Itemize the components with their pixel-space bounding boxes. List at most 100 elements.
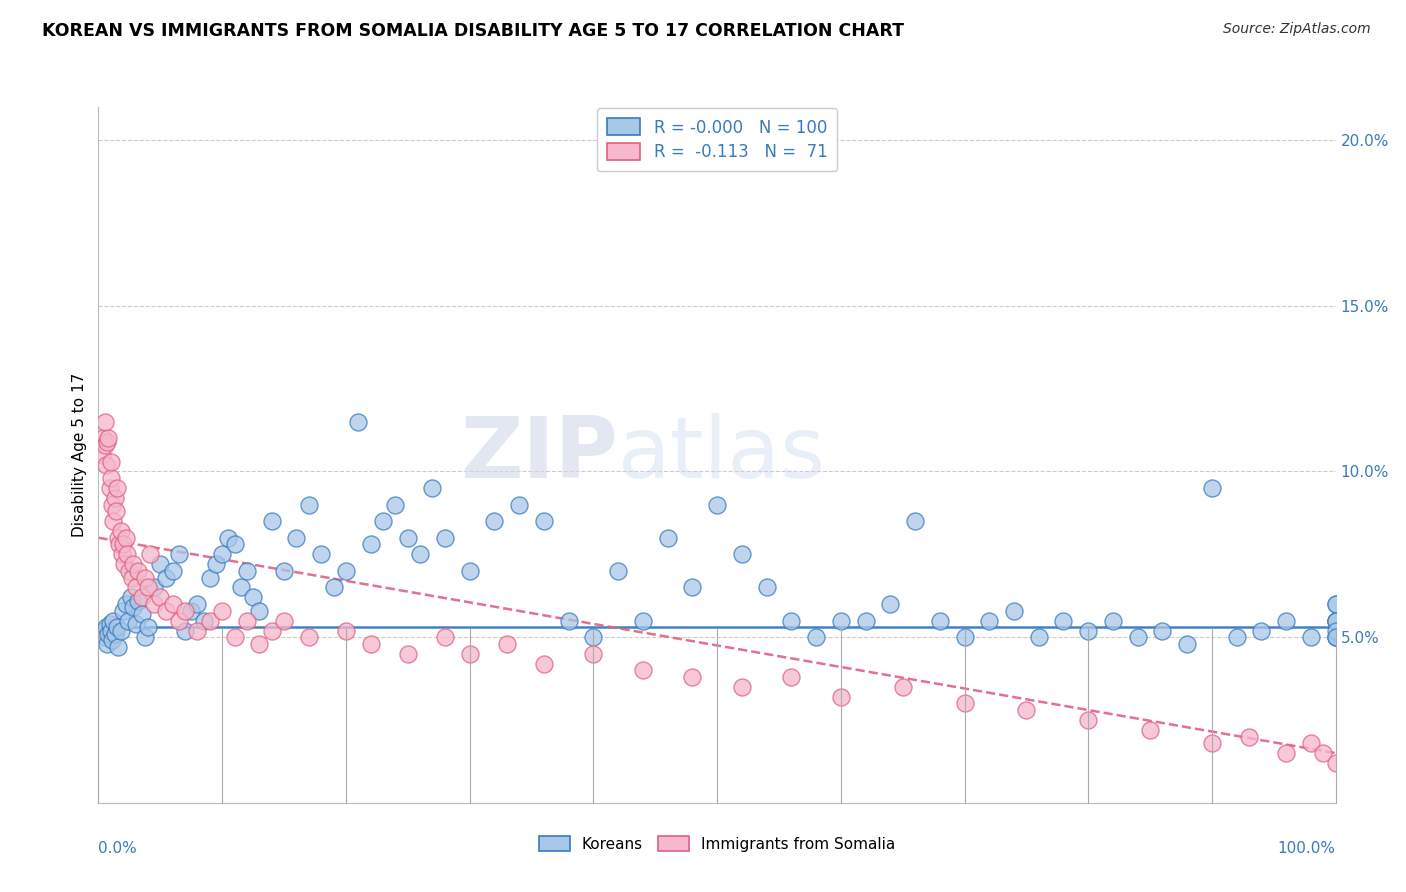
Point — [103, 614, 125, 628]
Point — [681, 581, 703, 595]
Point — [607, 564, 630, 578]
Point — [180, 604, 202, 618]
Point — [1250, 624, 1272, 638]
Point — [458, 564, 481, 578]
Point — [174, 604, 197, 618]
Point — [273, 564, 295, 578]
Point — [731, 547, 754, 561]
Point — [121, 570, 143, 584]
Point — [1152, 624, 1174, 638]
Point — [131, 607, 153, 621]
Point — [198, 614, 221, 628]
Point — [236, 564, 259, 578]
Y-axis label: Disability Age 5 to 17: Disability Age 5 to 17 — [72, 373, 87, 537]
Text: 0.0%: 0.0% — [98, 841, 138, 856]
Point — [360, 637, 382, 651]
Point — [1002, 604, 1025, 618]
Point — [110, 624, 132, 638]
Point — [484, 514, 506, 528]
Point — [96, 434, 118, 449]
Text: 100.0%: 100.0% — [1278, 841, 1336, 856]
Point — [1324, 597, 1347, 611]
Point — [891, 680, 914, 694]
Point — [347, 415, 370, 429]
Point — [1324, 597, 1347, 611]
Point — [134, 630, 156, 644]
Point — [205, 558, 228, 572]
Point — [193, 614, 215, 628]
Point — [94, 458, 117, 472]
Point — [433, 531, 456, 545]
Point — [855, 614, 877, 628]
Point — [112, 604, 135, 618]
Point — [360, 537, 382, 551]
Point — [105, 481, 128, 495]
Point — [117, 614, 139, 628]
Point — [1052, 614, 1074, 628]
Point — [112, 558, 135, 572]
Point — [706, 498, 728, 512]
Point — [247, 604, 270, 618]
Point — [229, 581, 252, 595]
Point — [96, 637, 118, 651]
Point — [1299, 736, 1322, 750]
Point — [273, 614, 295, 628]
Point — [115, 547, 138, 561]
Point — [98, 481, 121, 495]
Text: atlas: atlas — [619, 413, 827, 497]
Point — [1102, 614, 1125, 628]
Point — [731, 680, 754, 694]
Point — [108, 537, 131, 551]
Point — [97, 431, 120, 445]
Point — [830, 614, 852, 628]
Point — [155, 570, 177, 584]
Point — [396, 531, 419, 545]
Point — [98, 616, 121, 631]
Point — [260, 624, 283, 638]
Point — [879, 597, 901, 611]
Point — [131, 591, 153, 605]
Point — [122, 600, 145, 615]
Point — [1324, 624, 1347, 638]
Text: KOREAN VS IMMIGRANTS FROM SOMALIA DISABILITY AGE 5 TO 17 CORRELATION CHART: KOREAN VS IMMIGRANTS FROM SOMALIA DISABI… — [42, 22, 904, 40]
Point — [631, 663, 654, 677]
Point — [167, 547, 190, 561]
Point — [120, 591, 142, 605]
Point — [114, 531, 136, 545]
Point — [93, 431, 115, 445]
Point — [224, 630, 246, 644]
Point — [1201, 736, 1223, 750]
Point — [105, 620, 128, 634]
Point — [1324, 614, 1347, 628]
Point — [309, 547, 332, 561]
Point — [107, 531, 129, 545]
Point — [101, 498, 124, 512]
Point — [111, 547, 134, 561]
Point — [149, 558, 172, 572]
Point — [186, 597, 208, 611]
Point — [508, 498, 530, 512]
Point — [533, 657, 555, 671]
Point — [1299, 630, 1322, 644]
Point — [104, 504, 127, 518]
Text: ZIP: ZIP — [460, 413, 619, 497]
Point — [1324, 756, 1347, 770]
Point — [1028, 630, 1050, 644]
Point — [422, 481, 444, 495]
Point — [162, 597, 184, 611]
Point — [247, 637, 270, 651]
Point — [91, 448, 114, 462]
Point — [533, 514, 555, 528]
Point — [143, 581, 166, 595]
Point — [149, 591, 172, 605]
Point — [139, 547, 162, 561]
Point — [1324, 630, 1347, 644]
Point — [409, 547, 432, 561]
Point — [1077, 713, 1099, 727]
Point — [110, 524, 132, 538]
Point — [136, 581, 159, 595]
Point — [681, 670, 703, 684]
Point — [631, 614, 654, 628]
Point — [107, 640, 129, 654]
Point — [103, 491, 125, 505]
